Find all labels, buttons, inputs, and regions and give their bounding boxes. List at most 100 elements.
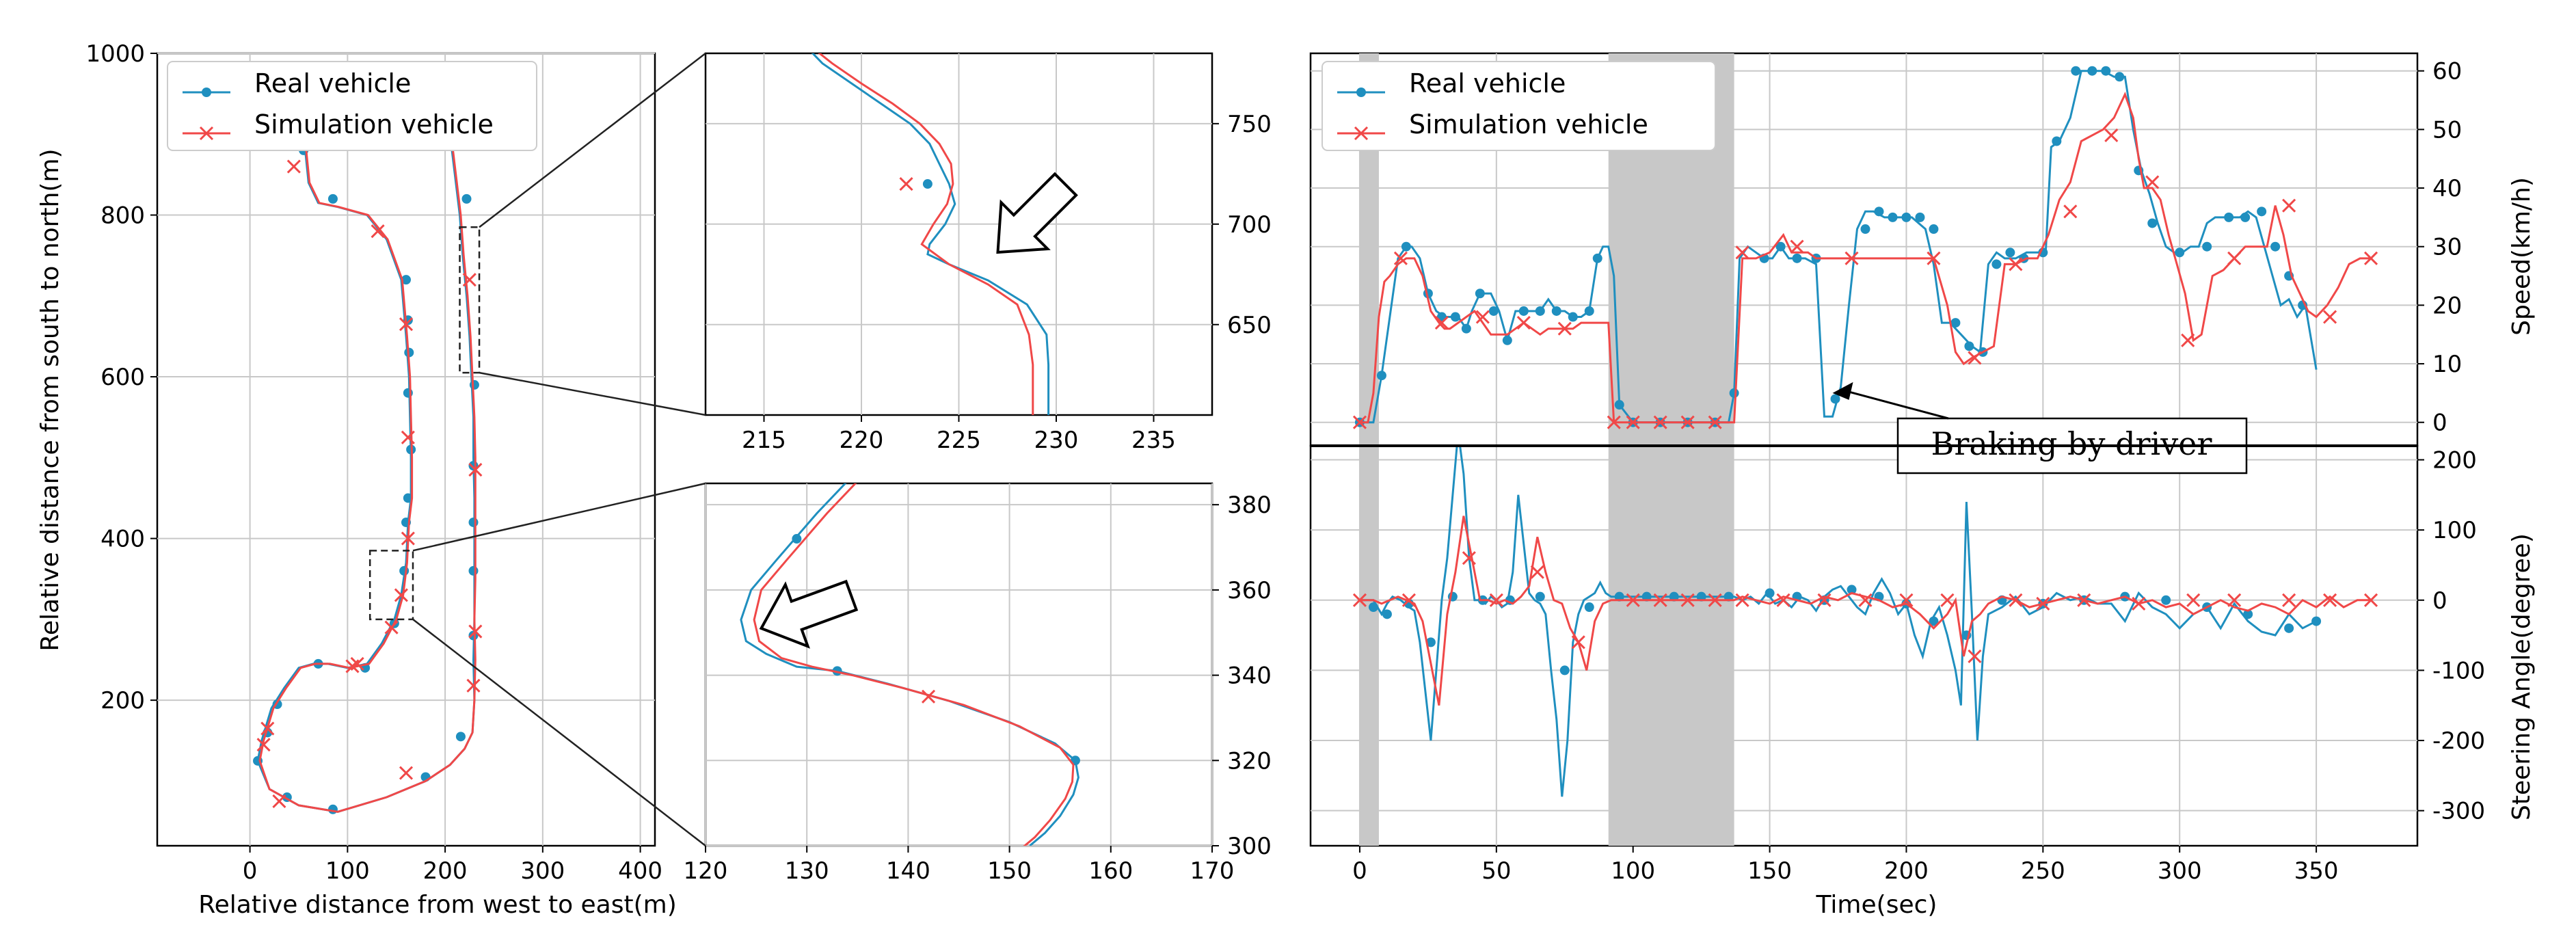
speed-point-sim-23 <box>2323 310 2337 324</box>
trajectory-ytick-label-1: 400 <box>100 526 145 553</box>
steering-point-sim-15 <box>1940 593 1955 607</box>
trajectory-point-real-18 <box>403 493 413 503</box>
steering-point-real-7 <box>1535 591 1545 602</box>
speed-point-sim-8 <box>1653 415 1667 429</box>
steering-xtick-label-0: 0 <box>1352 857 1367 885</box>
time-xlabel: Time(sec) <box>1816 891 1937 919</box>
zoom-bottom-xtick-label-3: 150 <box>987 857 1032 885</box>
speed-point-sim-11 <box>1735 245 1749 260</box>
braking-annotation-arrow <box>1843 389 1949 420</box>
trajectory-point-sim-12 <box>401 531 415 546</box>
steering-xtick-label-4: 200 <box>1884 857 1929 885</box>
arrow-top-icon <box>996 172 1078 254</box>
speed-point-real-33 <box>1950 318 1961 328</box>
speed-point-real-29 <box>1888 212 1898 222</box>
zoom-bottom-point-sim-0 <box>921 689 936 704</box>
speed-point-real-5 <box>1450 312 1460 322</box>
speed-point-sim-17 <box>2063 204 2078 219</box>
steering-xtick-label-1: 50 <box>1481 857 1511 885</box>
speed-ytick-label-4: 40 <box>2432 175 2462 202</box>
speed-point-real-49 <box>2224 212 2234 222</box>
steering-point-sim-16 <box>1968 649 1982 663</box>
trajectory-point-sim-3 <box>466 678 481 693</box>
steering-point-sim-0 <box>1352 593 1367 607</box>
speed-point-sim-13 <box>1844 251 1859 265</box>
speed-point-real-48 <box>2202 241 2212 252</box>
trajectory-ytick-label-2: 600 <box>100 364 145 391</box>
speed-point-sim-20 <box>2181 333 2195 347</box>
legend-marker-real-left <box>202 88 211 97</box>
speed-point-sim-9 <box>1680 415 1695 429</box>
speed-point-sim-4 <box>1516 316 1531 330</box>
connector-top-1 <box>479 53 706 228</box>
legend-marker-sim-right <box>1354 126 1369 141</box>
zoom-top-ytick-label-1: 700 <box>1227 211 1272 239</box>
steering-point-real-15 <box>1765 588 1775 598</box>
trajectory-point-sim-8 <box>260 721 275 736</box>
zoom-bottom-xtick-label-0: 120 <box>684 857 728 885</box>
steering-point-sim-2 <box>1462 551 1476 565</box>
zoom-top-xtick-label-4: 235 <box>1131 427 1176 454</box>
steering-xtick-label-3: 150 <box>1747 857 1792 885</box>
zoom-top-point-real-0 <box>922 179 933 189</box>
trajectory-point-real-24 <box>327 193 338 204</box>
speed-point-sim-2 <box>1434 316 1449 330</box>
steering-point-real-1 <box>1382 609 1392 619</box>
steering-point-real-9 <box>1584 602 1594 613</box>
trajectory-xtick-label-3: 300 <box>520 857 565 885</box>
speed-point-real-32 <box>1929 224 1939 235</box>
speed-point-sim-15 <box>1968 351 1982 365</box>
steering-point-sim-13 <box>1858 593 1873 607</box>
speed-point-sim-1 <box>1393 251 1408 265</box>
trajectory-point-sim-7 <box>256 738 271 752</box>
trajectory-point-sim-4 <box>399 766 414 780</box>
trajectory-point-real-1 <box>469 379 479 390</box>
zoom-top-ytick-label-0: 650 <box>1227 312 1272 339</box>
steering-point-sim-17 <box>2009 593 2023 607</box>
speed-point-real-44 <box>2115 72 2125 82</box>
steering-ytick-label-0: -300 <box>2432 798 2485 825</box>
trajectory-point-sim-6 <box>272 794 286 809</box>
braking-annotation-text: Braking by driver <box>1931 425 2212 462</box>
steering-point-real-30 <box>2284 623 2294 633</box>
zoom-connectors: Real vehicle Simulation vehicle Real vehic… <box>167 53 2417 846</box>
trajectory-frame <box>156 52 656 847</box>
zoom-bottom-ytick-label-4: 380 <box>1227 492 1272 519</box>
steering-point-real-0 <box>1368 602 1378 613</box>
legend-left-real: Real vehicle <box>254 68 411 98</box>
trajectory-point-real-0 <box>461 193 472 204</box>
speed-point-real-27 <box>1860 224 1870 235</box>
steering-point-sim-19 <box>2077 593 2091 607</box>
speed-ytick-label-2: 20 <box>2432 292 2462 319</box>
trajectory-point-sim-9 <box>345 659 360 673</box>
steering-point-sim-9 <box>1708 593 1722 607</box>
trajectory-series-line-real <box>256 88 476 813</box>
speed-point-sim-10 <box>1708 415 1722 429</box>
zoom-bottom-ytick-label-3: 360 <box>1227 577 1272 604</box>
trajectory-xtick-label-4: 400 <box>618 857 662 885</box>
speed-point-real-52 <box>2270 241 2281 252</box>
steering-series-line-sim <box>1360 516 2371 706</box>
speed-point-sim-22 <box>2282 198 2296 213</box>
zoom-bottom-series-line-real <box>740 483 1079 846</box>
speed-point-sim-21 <box>2227 251 2242 265</box>
speed-ylabel: Speed(km/h) <box>2508 177 2536 336</box>
speed-point-real-46 <box>2147 218 2158 228</box>
legend-right-real: Real vehicle <box>1409 68 1566 98</box>
steering-point-real-31 <box>2311 616 2322 626</box>
trajectory-point-sim-0 <box>462 273 477 287</box>
speed-point-sim-6 <box>1607 415 1621 429</box>
steering-point-sim-6 <box>1626 593 1640 607</box>
zoom-box-bottom <box>368 550 414 621</box>
speed-ytick-label-6: 60 <box>2432 58 2462 85</box>
speed-point-real-16 <box>1614 400 1624 410</box>
trajectory-point-sim-14 <box>399 317 414 332</box>
steering-point-sim-22 <box>2227 593 2242 607</box>
speed-point-real-51 <box>2257 206 2267 217</box>
steering-point-sim-20 <box>2132 596 2146 611</box>
speed-point-real-7 <box>1475 289 1485 299</box>
steering-point-sim-4 <box>1530 565 1544 579</box>
steering-point-real-11 <box>1641 591 1652 602</box>
steering-point-real-21 <box>1929 616 1939 626</box>
steering-point-sim-8 <box>1680 593 1695 607</box>
